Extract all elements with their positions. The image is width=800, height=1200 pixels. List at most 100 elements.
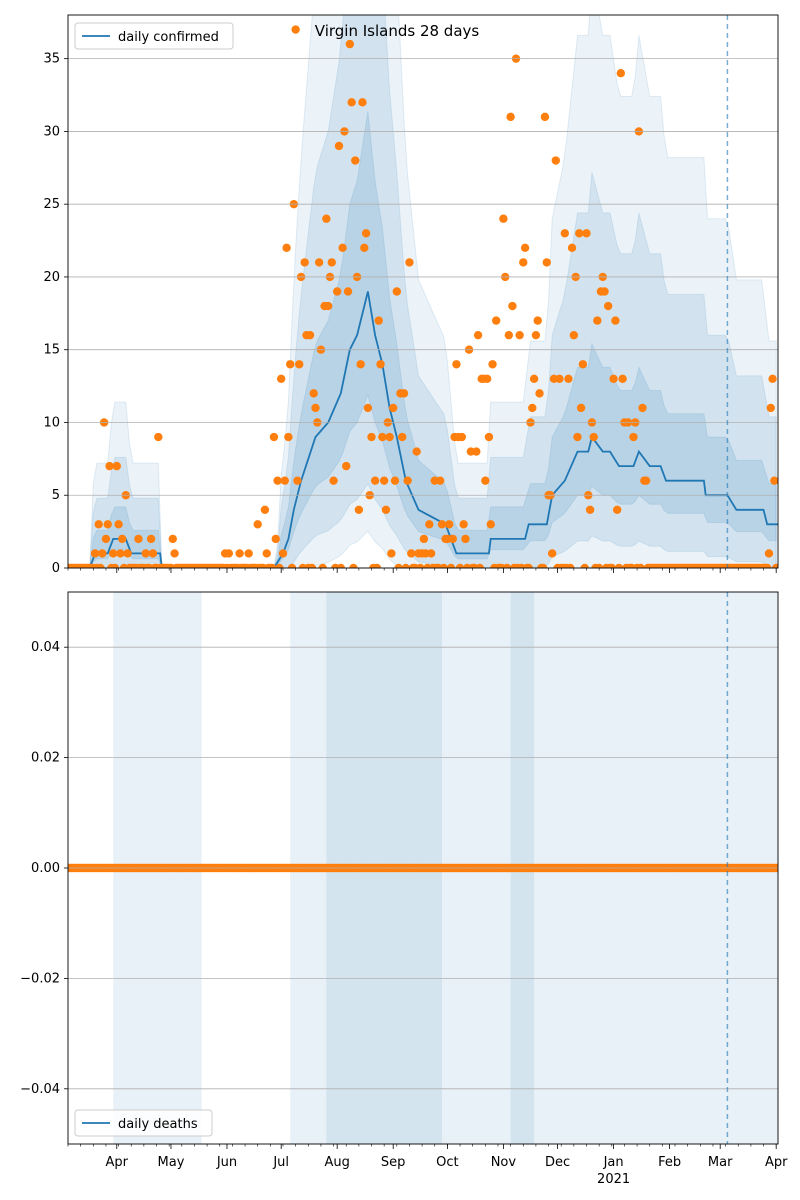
scatter-point-zero bbox=[594, 563, 604, 568]
scatter-point bbox=[376, 360, 385, 369]
scatter-point bbox=[134, 534, 143, 544]
scatter-point-zero bbox=[275, 563, 284, 568]
scatter-point bbox=[603, 301, 613, 311]
y-tick-label: −0.04 bbox=[20, 1082, 60, 1097]
scatter-point-zero bbox=[401, 563, 411, 568]
scatter-point-zero bbox=[502, 563, 512, 568]
scatter-point bbox=[112, 461, 121, 471]
scatter-point bbox=[278, 549, 288, 558]
scatter-point bbox=[253, 520, 262, 529]
scatter-point bbox=[286, 360, 295, 369]
scatter-point bbox=[309, 389, 318, 398]
y-tick-label: 0 bbox=[52, 561, 60, 576]
x-tick-label: Sep bbox=[381, 1155, 406, 1170]
scatter-point bbox=[108, 549, 118, 558]
x-tick-label: Jan bbox=[603, 1155, 624, 1170]
scatter-point bbox=[457, 432, 467, 442]
scatter-point bbox=[407, 549, 416, 558]
scatter-point bbox=[616, 69, 626, 78]
scatter-point bbox=[399, 389, 409, 398]
scatter-point bbox=[271, 534, 280, 544]
scatter-point bbox=[300, 258, 309, 267]
scatter-point-zero bbox=[394, 563, 403, 568]
scatter-point bbox=[600, 287, 609, 296]
axes-frame bbox=[67, 14, 779, 569]
scatter-point bbox=[387, 549, 396, 558]
scatter-point bbox=[98, 549, 107, 558]
scatter-point bbox=[269, 432, 279, 442]
scatter-point-zero bbox=[349, 563, 358, 568]
scatter-point bbox=[388, 403, 398, 413]
scatter-point-zero bbox=[538, 563, 548, 568]
scatter-point bbox=[638, 403, 647, 413]
scatter-point bbox=[528, 403, 537, 413]
x-tick-label: Oct bbox=[436, 1155, 458, 1170]
scatter-point bbox=[168, 534, 177, 544]
scatter-point bbox=[334, 141, 344, 151]
scatter-point bbox=[504, 330, 514, 340]
y-tick-label: 35 bbox=[43, 52, 60, 67]
scatter-point bbox=[291, 25, 300, 34]
scatter-point-zero bbox=[580, 563, 589, 568]
scatter-point bbox=[370, 476, 380, 485]
scatter-point bbox=[322, 214, 331, 223]
scatter-point bbox=[103, 520, 112, 529]
y-tick-label: 0.00 bbox=[31, 861, 60, 876]
scatter-point bbox=[764, 549, 774, 558]
x-tick-label: May bbox=[158, 1155, 185, 1170]
scatter-point bbox=[484, 432, 494, 442]
scatter-point bbox=[515, 330, 524, 340]
scatter-point bbox=[551, 156, 560, 165]
uncertainty-band-1 bbox=[68, 110, 777, 568]
scatter-point bbox=[531, 330, 541, 340]
scatter-point bbox=[482, 374, 492, 384]
scatter-point bbox=[618, 374, 627, 384]
x-tick-label: Jun bbox=[216, 1155, 237, 1170]
scatter-point bbox=[154, 432, 163, 442]
scatter-point-zero bbox=[318, 563, 327, 568]
scatter-point-zero bbox=[307, 563, 317, 568]
scatter-point bbox=[564, 374, 573, 384]
y-tick-label: 0.02 bbox=[31, 751, 60, 766]
scatter-point bbox=[392, 287, 402, 296]
scatter-point bbox=[305, 330, 315, 340]
scatter-point bbox=[542, 258, 551, 267]
scatter-point bbox=[244, 549, 253, 558]
scatter-point bbox=[437, 520, 447, 529]
scatter-point bbox=[276, 374, 286, 384]
scatter-point bbox=[506, 112, 515, 122]
y-tick-label: 30 bbox=[43, 124, 60, 139]
scatter-point-zero bbox=[614, 563, 624, 568]
x-tick-label: Dec bbox=[545, 1155, 570, 1170]
scatter-point bbox=[582, 229, 591, 238]
scatter-point bbox=[508, 301, 517, 311]
y-tick-label: 0.04 bbox=[31, 640, 60, 655]
scatter-point-zero bbox=[446, 563, 456, 568]
x-tick-label: Apr bbox=[106, 1155, 129, 1170]
x-tick-label: Feb bbox=[658, 1155, 681, 1170]
scatter-point-zero bbox=[287, 563, 297, 568]
scatter-point-zero bbox=[372, 563, 382, 568]
scatter-point bbox=[448, 534, 458, 544]
scatter-point bbox=[311, 403, 320, 413]
scatter-point bbox=[332, 287, 342, 296]
scatter-point bbox=[343, 287, 353, 296]
scatter-point bbox=[461, 534, 470, 544]
scatter-point bbox=[293, 476, 302, 485]
y-tick-label: 20 bbox=[43, 270, 60, 285]
scatter-point bbox=[486, 520, 495, 529]
x-tick-label: Apr bbox=[765, 1155, 788, 1170]
scatter-point bbox=[360, 243, 369, 253]
scatter-point bbox=[94, 520, 103, 529]
scatter-point bbox=[338, 243, 347, 253]
deaths-panel: −0.04 −0.02 0.00 0.02 0.04 daily deaths bbox=[20, 591, 779, 1149]
scatter-point bbox=[611, 316, 620, 325]
scatter-point bbox=[262, 549, 271, 558]
scatter-point-zero bbox=[475, 563, 485, 568]
scatter-point bbox=[452, 360, 461, 369]
x-tick-label: Mar bbox=[708, 1155, 733, 1170]
scatter-point bbox=[491, 316, 501, 325]
scatter-point bbox=[141, 549, 150, 558]
scatter-point bbox=[578, 360, 588, 369]
scatter-point bbox=[770, 476, 778, 485]
